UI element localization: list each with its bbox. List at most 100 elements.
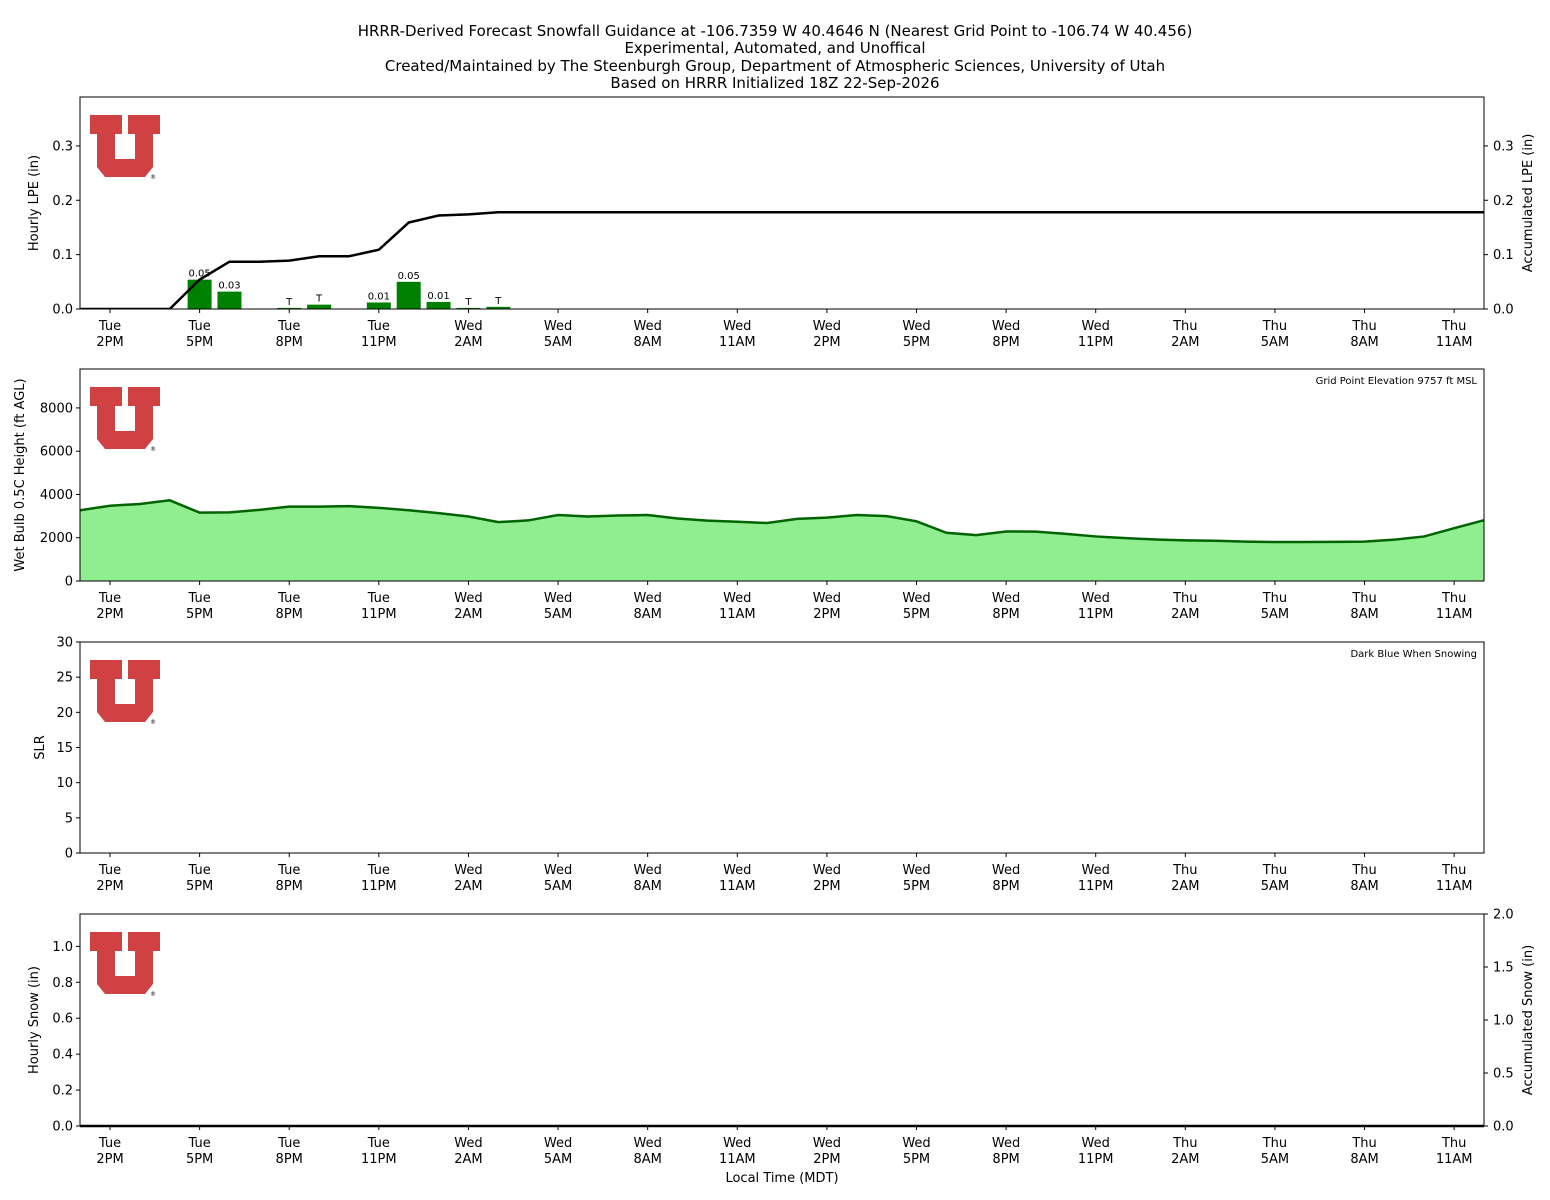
wetbulb-line [80, 499, 1484, 544]
title-line-4: Based on HRRR Initialized 18Z 22-Sep-202… [610, 74, 939, 92]
x-tick-day-label: Tue [367, 1136, 390, 1151]
x-tick-time-label: 2AM [1171, 1152, 1199, 1167]
x-tick-day-label: Tue [188, 1136, 211, 1151]
x-tick-day-label: Wed [1082, 863, 1110, 878]
x-tick-time-label: 2PM [813, 1152, 840, 1167]
x-tick-day-label: Wed [544, 591, 572, 606]
x-tick-day-label: Tue [277, 863, 300, 878]
lpe-bar [217, 291, 242, 309]
x-tick-time-label: 5AM [1261, 879, 1289, 894]
elevation-annotation: Grid Point Elevation 9757 ft MSL [1316, 376, 1478, 387]
x-tick-time-label: 8PM [992, 335, 1019, 350]
y-tick-label: 0.6 [52, 1012, 73, 1027]
y-tick-label: 0.4 [52, 1048, 73, 1063]
x-tick-time-label: 2AM [454, 879, 482, 894]
x-tick-day-label: Wed [992, 591, 1020, 606]
y-right-tick-label: 0.2 [1493, 194, 1514, 209]
x-tick-time-label: 5AM [544, 1152, 572, 1167]
registered-mark: ® [150, 991, 156, 998]
university-u-logo [90, 115, 160, 177]
x-tick-time-label: 11AM [719, 879, 756, 894]
x-tick-time-label: 11PM [1078, 879, 1114, 894]
x-tick-time-label: 2PM [96, 335, 123, 350]
x-tick-day-label: Wed [544, 1136, 572, 1151]
lpe-bar [187, 279, 212, 309]
x-tick-day-label: Thu [1262, 863, 1287, 878]
x-tick-time-label: 8PM [276, 1152, 303, 1167]
x-tick-day-label: Wed [1082, 1136, 1110, 1151]
x-tick-day-label: Wed [454, 863, 482, 878]
x-tick-day-label: Tue [277, 1136, 300, 1151]
y-tick-label: 20 [56, 706, 73, 721]
accumulated-lpe-line [80, 210, 1484, 309]
x-tick-day-label: Wed [723, 863, 751, 878]
y-tick-label: 0.3 [52, 139, 73, 154]
x-tick-day-label: Tue [188, 319, 211, 334]
y-tick-label: 30 [56, 636, 73, 651]
x-tick-time-label: 2PM [96, 1152, 123, 1167]
x-tick-time-label: 11AM [719, 335, 756, 350]
x-tick-day-label: Wed [723, 591, 751, 606]
x-tick-day-label: Wed [813, 1136, 841, 1151]
x-tick-day-label: Tue [98, 1136, 121, 1151]
x-tick-day-label: Wed [454, 591, 482, 606]
wetbulb-area [80, 500, 1484, 581]
x-tick-time-label: 2AM [1171, 879, 1199, 894]
y-tick-label: 0.8 [52, 976, 73, 991]
x-tick-time-label: 11AM [1436, 335, 1473, 350]
x-tick-day-label: Tue [98, 319, 121, 334]
x-tick-time-label: 5PM [903, 607, 930, 622]
x-tick-time-label: 8AM [633, 879, 661, 894]
x-tick-time-label: 5PM [186, 879, 213, 894]
y-axis-label: SLR [33, 735, 48, 760]
x-tick-day-label: Wed [454, 1136, 482, 1151]
x-tick-time-label: 2AM [454, 607, 482, 622]
lpe-bar-label: 0.05 [398, 271, 420, 282]
y-tick-label: 8000 [40, 401, 73, 416]
x-tick-day-label: Wed [544, 863, 572, 878]
x-tick-time-label: 8AM [633, 1152, 661, 1167]
x-tick-time-label: 5PM [186, 335, 213, 350]
x-tick-time-label: 5PM [186, 1152, 213, 1167]
x-tick-day-label: Wed [992, 863, 1020, 878]
x-tick-day-label: Thu [1262, 591, 1287, 606]
x-tick-time-label: 8AM [633, 335, 661, 350]
x-tick-time-label: 11AM [719, 607, 756, 622]
y-tick-label: 0 [65, 575, 73, 590]
x-tick-day-label: Wed [454, 319, 482, 334]
y-tick-label: 10 [56, 776, 73, 791]
x-tick-day-label: Thu [1172, 1136, 1197, 1151]
x-tick-time-label: 5PM [903, 335, 930, 350]
y-tick-label: 4000 [40, 488, 73, 503]
x-tick-day-label: Thu [1262, 1136, 1287, 1151]
x-tick-day-label: Wed [813, 863, 841, 878]
x-tick-day-label: Tue [188, 591, 211, 606]
lpe-panel: 0.05 0.03 T T 0.01 0.05 0.01 T T 0.0 0.1 0.2 0.3 0.0 0… [27, 96, 1536, 350]
x-tick-time-label: 2PM [813, 879, 840, 894]
x-tick-time-label: 11PM [361, 879, 397, 894]
x-tick-day-label: Tue [277, 319, 300, 334]
lpe-bar [307, 304, 332, 309]
y-tick-label: 0.1 [52, 248, 73, 263]
x-tick-day-label: Thu [1262, 319, 1287, 334]
x-tick-time-label: 2AM [1171, 607, 1199, 622]
x-tick-day-label: Thu [1172, 591, 1197, 606]
y-axis-label: Hourly Snow (in) [27, 966, 42, 1074]
x-tick-day-label: Thu [1351, 1136, 1376, 1151]
x-tick-time-label: 5AM [544, 335, 572, 350]
x-tick-time-label: 8PM [992, 879, 1019, 894]
university-u-logo [90, 660, 160, 722]
x-tick-day-label: Tue [367, 863, 390, 878]
x-tick-time-label: 11AM [719, 1152, 756, 1167]
university-u-logo [90, 932, 160, 994]
x-tick-day-label: Tue [277, 591, 300, 606]
plot-frame [79, 641, 1485, 854]
x-tick-day-label: Wed [1082, 319, 1110, 334]
x-tick-time-label: 8PM [276, 607, 303, 622]
lpe-bar [366, 302, 391, 309]
x-tick-time-label: 5PM [903, 1152, 930, 1167]
x-tick-time-label: 11PM [1078, 1152, 1114, 1167]
y-tick-label: 5 [65, 811, 73, 826]
y-right-tick-label: 0.0 [1493, 1120, 1514, 1135]
